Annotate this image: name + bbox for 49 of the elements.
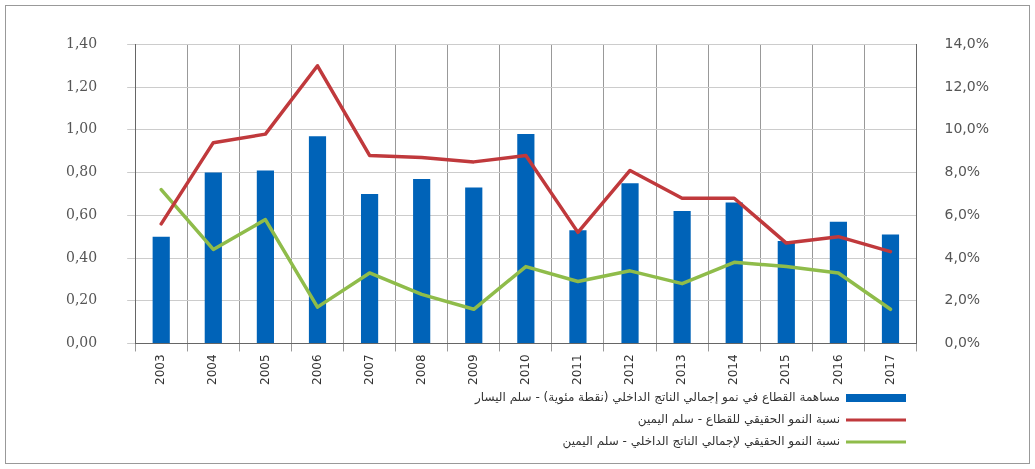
x-tick-label: 2016 (830, 354, 845, 386)
y-tick-label: 0,00 (66, 334, 98, 351)
y2-tick-label: 0,0% (944, 334, 981, 351)
legend-label: نسبة النمو الحقيقي للقطاع - سلم اليمين (637, 412, 840, 428)
y-tick-label: 0,40 (66, 248, 98, 265)
x-tick-label: 2017 (882, 354, 897, 386)
legend-label: نسبة النمو الحقيقي لإجمالي الناتج الداخلي - سلم اليمين (562, 434, 840, 450)
x-tick-label: 2005 (257, 354, 272, 386)
y2-tick-label: 10,0% (944, 120, 990, 137)
bar (621, 183, 639, 343)
y2-tick-label: 2,0% (944, 291, 981, 308)
bar (829, 221, 847, 343)
bar (517, 134, 535, 343)
bar (152, 236, 170, 343)
bar (881, 234, 900, 343)
x-tick-label: 2008 (413, 354, 428, 386)
y2-tick-label: 6,0% (944, 205, 981, 222)
x-tick-label: 2011 (570, 354, 585, 386)
bar (413, 178, 431, 343)
y-tick-label: 0,80 (66, 163, 98, 180)
x-tick-label: 2004 (205, 354, 220, 386)
bar (204, 172, 222, 343)
bar (308, 136, 327, 343)
x-tick-label: 2007 (361, 354, 376, 386)
x-tick-label: 2012 (622, 354, 637, 386)
y-tick-label: 1,40 (66, 35, 98, 52)
x-tick-label: 2015 (778, 354, 793, 386)
legend-label: مساهمة القطاع في نمو إجمالي الناتج الداخلي (نقطة مئوية) - سلم اليسار (474, 390, 840, 406)
y2-tick-label: 4,0% (944, 248, 981, 265)
x-tick-label: 2014 (726, 354, 741, 386)
bar (777, 240, 795, 343)
y-tick-label: 1,00 (66, 120, 98, 137)
bar (256, 170, 274, 343)
bar (360, 193, 379, 343)
bar (569, 230, 587, 343)
bar (465, 187, 483, 343)
x-tick-label: 2013 (674, 354, 689, 386)
x-tick-label: 2006 (309, 354, 324, 386)
x-tick-label: 2003 (153, 354, 168, 386)
y-tick-label: 0,20 (66, 291, 98, 308)
bar (725, 202, 743, 343)
y2-tick-label: 12,0% (944, 77, 990, 94)
x-tick-label: 2010 (517, 354, 532, 386)
y-tick-label: 0,60 (66, 205, 98, 222)
y-tick-label: 1,20 (66, 77, 98, 94)
x-tick-label: 2009 (465, 354, 480, 386)
y2-tick-label: 14,0% (944, 35, 990, 52)
y2-tick-label: 8,0% (944, 163, 981, 180)
bar (673, 211, 691, 343)
